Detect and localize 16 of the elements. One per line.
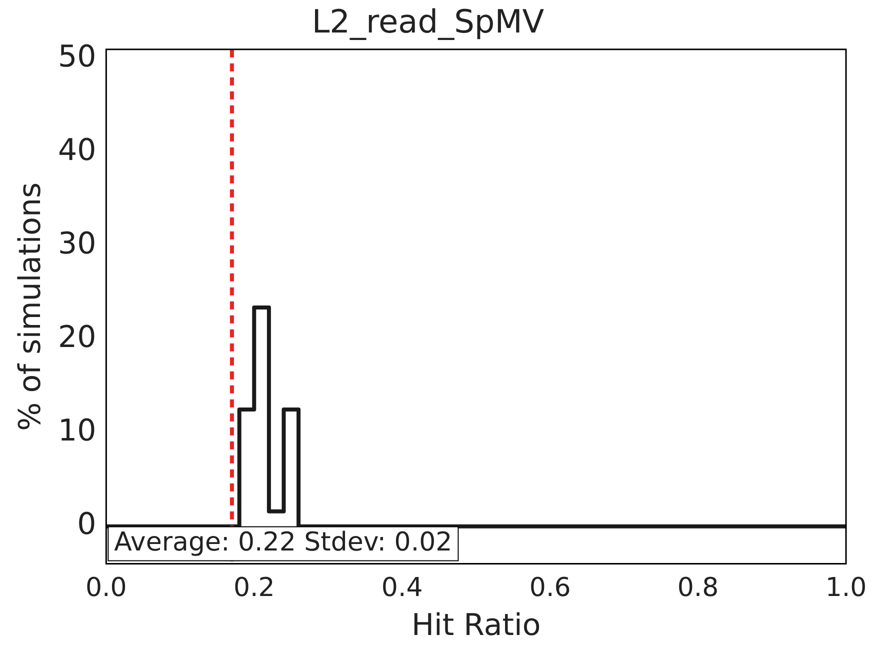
x-tick-label: 0.6 xyxy=(529,573,571,604)
y-tick-label: 10 xyxy=(58,414,96,449)
chart-title: L2_read_SpMV xyxy=(312,2,544,41)
y-axis-title: % of simulations xyxy=(12,182,48,431)
y-tick-label: 50 xyxy=(58,40,96,75)
y-tick-label: 30 xyxy=(58,226,96,262)
x-tick-label: 1.0 xyxy=(825,573,867,604)
annotation: Average: 0.22 Stdev: 0.02 xyxy=(114,528,452,558)
y-tick-label: 40 xyxy=(58,133,96,168)
x-tick-label: 0.4 xyxy=(381,573,423,604)
y-tick-label: 20 xyxy=(58,320,96,356)
x-tick-label: 0.2 xyxy=(233,573,275,604)
x-tick-label: 0.8 xyxy=(677,573,719,604)
x-axis-title: Hit Ratio xyxy=(411,608,541,643)
y-tick-label: 0 xyxy=(77,507,96,542)
x-tick-label: 0.0 xyxy=(85,573,127,604)
